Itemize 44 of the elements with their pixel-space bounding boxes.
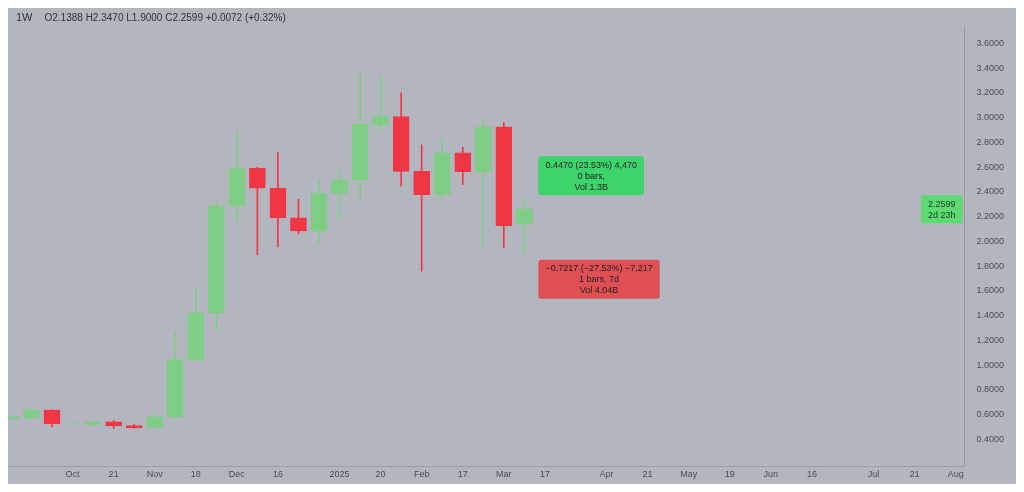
y-tick-label: 1.2000 <box>976 334 1004 345</box>
x-tick-label: 21 <box>909 469 920 480</box>
x-tick-label: 18 <box>190 469 201 480</box>
x-tick-label: 2025 <box>329 469 350 480</box>
x-tick-label: 21 <box>642 469 653 480</box>
y-tick-label: 0.6000 <box>976 409 1004 420</box>
y-tick-label: 1.8000 <box>976 260 1004 271</box>
x-tick-label: 16 <box>806 469 817 480</box>
x-tick-label: 17 <box>539 469 550 480</box>
y-tick-label: 3.2000 <box>976 87 1004 98</box>
candlestick <box>413 144 431 272</box>
x-tick-label: Dec <box>228 469 246 480</box>
annotation: −0.7217 (−27.53%) −7,217 1 bars, 7d Vol 4.04B <box>545 263 653 296</box>
y-tick-label: 0.8000 <box>976 384 1004 395</box>
y-tick-label: 2.8000 <box>976 136 1004 147</box>
chart-title: 1W <box>16 11 34 24</box>
annotation: 0.4470 (23.53%) 4,470 0 bars, Vol 1.3B <box>545 159 637 192</box>
y-tick-label: 2.4000 <box>976 186 1004 197</box>
x-tick-label: May <box>680 469 698 480</box>
x-tick-label: Jul <box>867 469 880 480</box>
y-tick-label: 1.4000 <box>976 310 1004 321</box>
x-tick-label: 21 <box>108 469 119 480</box>
y-tick-label: 3.6000 <box>976 37 1004 48</box>
x-tick-label: 19 <box>724 469 735 480</box>
y-tick-label: 1.0000 <box>976 359 1004 370</box>
x-tick-label: 17 <box>457 469 468 480</box>
y-tick-label: 2.6000 <box>976 161 1004 172</box>
x-tick-label: Nov <box>146 469 164 480</box>
chart-subtitle: O2.1388 H2.3470 L1.9000 C2.2599 +0.0072 (+0.32%) <box>44 11 286 23</box>
x-tick-label: Apr <box>599 469 614 480</box>
x-tick-label: Aug <box>947 469 964 480</box>
x-tick-label: Jun <box>763 469 779 480</box>
y-tick-label: 3.0000 <box>976 112 1004 123</box>
y-tick-label: 2.2000 <box>976 211 1004 222</box>
y-tick-label: 3.4000 <box>976 62 1004 73</box>
x-tick-label: Oct <box>65 469 81 480</box>
x-tick-label: 20 <box>375 469 386 480</box>
y-tick-label: 0.4000 <box>976 433 1004 444</box>
x-tick-label: Mar <box>496 469 512 480</box>
x-tick-label: Feb <box>413 469 430 480</box>
x-tick-label: 16 <box>272 469 283 480</box>
y-tick-label: 1.6000 <box>976 285 1004 296</box>
annotation: 2.2599 2d 23h <box>927 198 956 220</box>
y-tick-label: 2.0000 <box>976 235 1004 246</box>
